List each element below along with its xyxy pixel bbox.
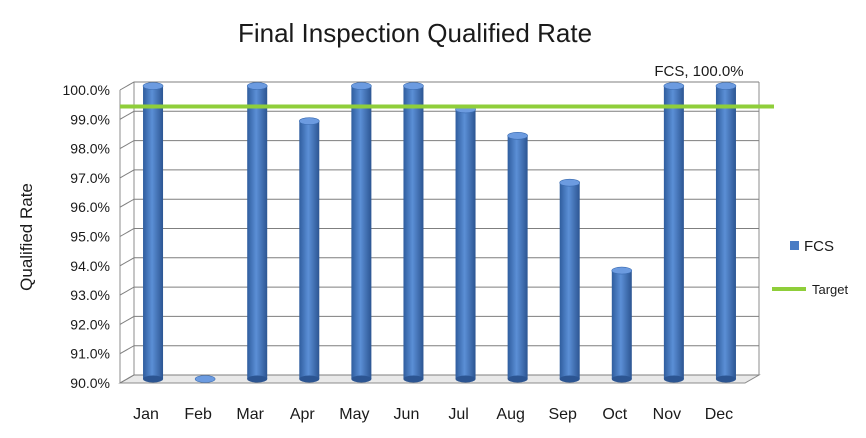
bar-jan (142, 82, 164, 383)
bar-top (715, 82, 737, 90)
legend: FCS Target (772, 238, 849, 297)
y-gridline (119, 140, 759, 150)
y-gridline (119, 345, 759, 355)
bar-base (351, 375, 372, 383)
bar-top (559, 178, 581, 187)
y-gridline (119, 286, 759, 296)
bar-body (351, 86, 372, 379)
bar-base (299, 375, 320, 383)
x-tick-label: Jul (448, 406, 468, 423)
bar-base (559, 375, 580, 383)
x-tick-label: Nov (653, 406, 681, 423)
y-gridline (119, 228, 759, 237)
y-tick-label: 90.0% (70, 375, 110, 391)
y-tick-label: 92.0% (70, 316, 110, 332)
x-tick-label: Sep (548, 406, 577, 423)
x-tick-label: May (339, 406, 369, 423)
bar-mar (246, 82, 268, 383)
bar-top (246, 82, 268, 90)
bar-top (611, 266, 633, 275)
bar-nov (663, 82, 685, 383)
legend-label-fcs: FCS (804, 238, 834, 255)
y-gridline (119, 257, 759, 267)
bar-body (611, 270, 632, 379)
x-tick-label: Feb (184, 406, 212, 423)
bar-aug (507, 132, 528, 383)
x-tick-label: Aug (496, 406, 524, 423)
bar-top (351, 82, 372, 90)
y-gridline (119, 198, 759, 208)
plot-area: 90.0% 91.0% 92.0% 93.0% 94.0% 95.0% 96.0% 97.0%… (63, 63, 774, 423)
y-tick-label: 91.0% (70, 346, 110, 362)
bar-apr (298, 117, 320, 383)
y-tick-label: 99.0% (70, 111, 110, 127)
bar-base (143, 375, 164, 383)
bar-body (143, 86, 164, 379)
bar-base (611, 375, 632, 383)
bar-feb (194, 375, 216, 383)
bar-dec (715, 82, 737, 383)
data-annotation: FCS, 100.0% (654, 63, 743, 80)
x-tick-label: Apr (290, 406, 316, 423)
y-tick-label: 98.0% (70, 141, 110, 157)
bar-base (403, 375, 424, 383)
bar-may (351, 82, 372, 383)
bar-sep (559, 178, 581, 383)
y-gridline (119, 110, 759, 120)
y-gridline (119, 169, 759, 179)
bar-body (507, 135, 528, 379)
bar-top (403, 82, 424, 90)
bar-jun (403, 82, 424, 383)
bar-body (403, 86, 424, 379)
legend-swatch-fcs (790, 241, 799, 250)
y-axis-label: Qualified Rate (17, 183, 36, 291)
y-tick-label: 96.0% (70, 199, 110, 215)
y-tick-label: 97.0% (70, 170, 110, 186)
bar-body (715, 86, 736, 379)
y-tick-label: 93.0% (70, 287, 110, 303)
bar-base (247, 375, 268, 383)
bar-base (715, 375, 736, 383)
x-tick-label: Dec (705, 406, 733, 423)
bar-body (299, 121, 320, 379)
y-gridline (119, 81, 759, 91)
bar-body (455, 109, 476, 379)
y-tick-label: 100.0% (63, 82, 110, 98)
x-tick-label: Oct (602, 406, 627, 423)
chart-title: Final Inspection Qualified Rate (238, 18, 592, 48)
bar-top (507, 132, 528, 140)
legend-label-target: Target (812, 282, 849, 297)
bar-base (455, 375, 476, 383)
x-tick-label: Mar (236, 406, 264, 423)
plot-back-edge (120, 82, 759, 90)
bar-body (247, 86, 268, 379)
bar-base (507, 375, 528, 383)
bar-top (298, 117, 320, 125)
bar-top (142, 82, 164, 90)
y-gridline (119, 374, 759, 384)
x-tick-label: Jan (133, 406, 159, 423)
bar-body (663, 86, 684, 379)
bar-top (194, 375, 216, 383)
y-tick-label: 95.0% (70, 229, 110, 245)
bar-body (559, 182, 580, 379)
y-gridline (119, 315, 759, 325)
bar-top (663, 82, 685, 90)
plot-floor (118, 374, 761, 384)
x-tick-label: Jun (394, 406, 420, 423)
y-tick-label: 94.0% (70, 258, 110, 274)
bar-base (663, 375, 684, 383)
bar-jul (455, 105, 476, 383)
bar-oct (611, 266, 633, 383)
